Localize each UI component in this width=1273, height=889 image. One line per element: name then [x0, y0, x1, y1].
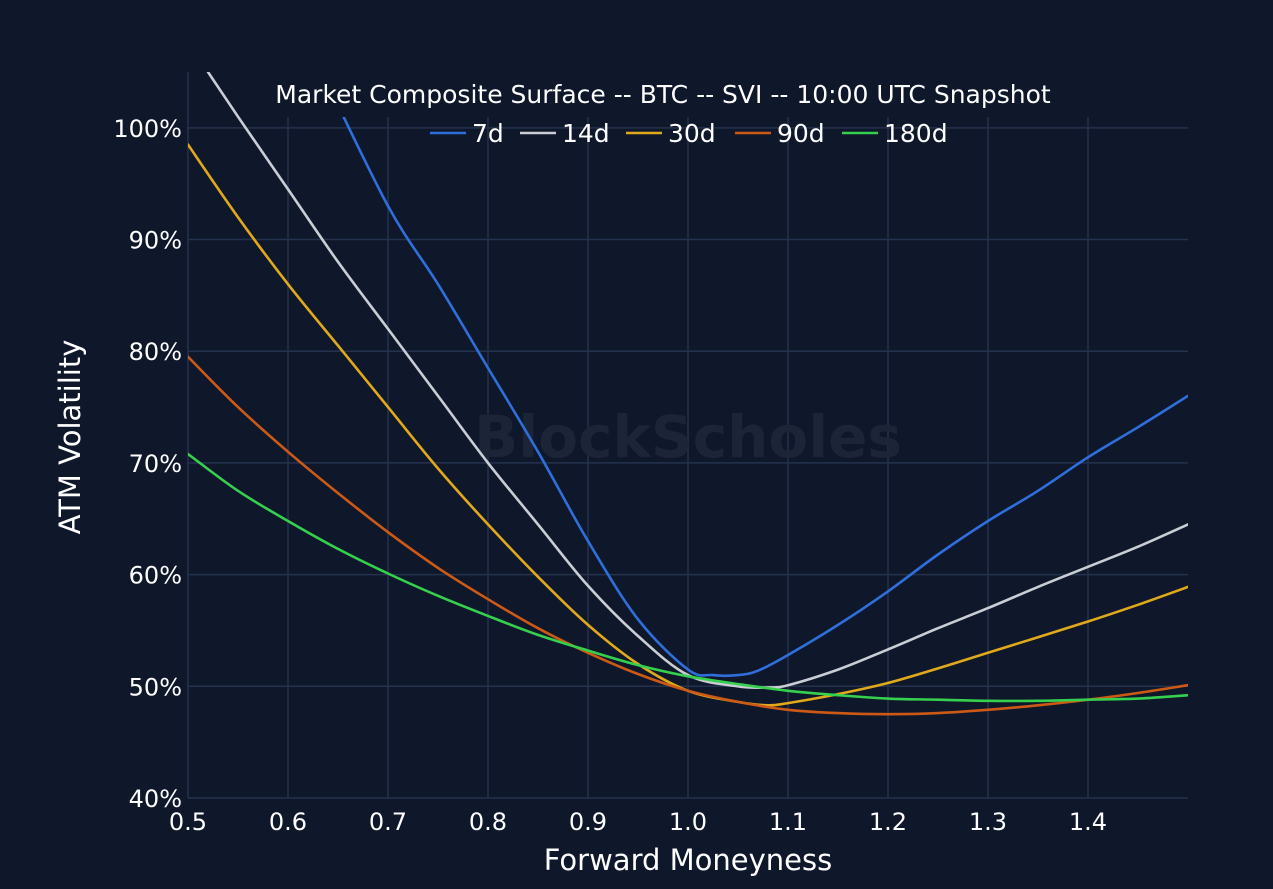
y-tick-label: 60%	[129, 562, 182, 590]
y-axis-title: ATM Volatility	[53, 340, 87, 535]
x-tick-label: 1.2	[869, 808, 907, 836]
y-tick-label: 100%	[113, 115, 182, 143]
x-axis-ticks: 0.5 0.6 0.7 0.8 0.9 1.0 1.1 1.2 1.3 1.4	[169, 808, 1107, 836]
series-line-180d	[188, 452, 1188, 703]
y-tick-label: 90%	[129, 227, 182, 255]
chart-title: Market Composite Surface -- BTC -- SVI -…	[275, 80, 1051, 109]
y-tick-label: 80%	[129, 338, 182, 366]
x-tick-label: 1.4	[1069, 808, 1107, 836]
x-tick-label: 1.1	[769, 808, 807, 836]
legend-item-180d[interactable]: 180d	[842, 119, 948, 148]
x-axis-title: Forward Moneyness	[544, 843, 832, 877]
legend-label: 90d	[777, 119, 825, 148]
series-line-7d	[320, 72, 1188, 678]
series-lines	[188, 72, 1188, 716]
legend-label: 180d	[884, 119, 948, 148]
x-tick-label: 0.8	[469, 808, 507, 836]
x-tick-label: 0.5	[169, 808, 207, 836]
legend-label: 30d	[668, 119, 716, 148]
x-tick-label: 0.9	[569, 808, 607, 836]
legend-item-90d[interactable]: 90d	[735, 119, 825, 148]
watermark-text: BlockScholes	[474, 403, 902, 471]
series-line-14d	[206, 72, 1188, 690]
legend[interactable]: 7d 14d 30d 90d 180d	[430, 119, 948, 148]
title-backdrop	[245, 72, 1095, 117]
legend-label: 14d	[562, 119, 610, 148]
series-line-90d	[188, 355, 1188, 716]
y-tick-label: 40%	[129, 785, 182, 813]
x-tick-label: 0.6	[269, 808, 307, 836]
y-tick-label: 70%	[129, 450, 182, 478]
x-tick-label: 1.0	[669, 808, 707, 836]
legend-label: 7d	[472, 119, 504, 148]
legend-item-14d[interactable]: 14d	[520, 119, 610, 148]
grid	[187, 72, 1188, 799]
x-tick-label: 1.3	[969, 808, 1007, 836]
y-axis-ticks: 40% 50% 60% 70% 80% 90% 100%	[113, 115, 182, 813]
y-tick-label: 50%	[129, 673, 182, 701]
x-tick-label: 0.7	[369, 808, 407, 836]
legend-item-7d[interactable]: 7d	[430, 119, 504, 148]
legend-item-30d[interactable]: 30d	[626, 119, 716, 148]
